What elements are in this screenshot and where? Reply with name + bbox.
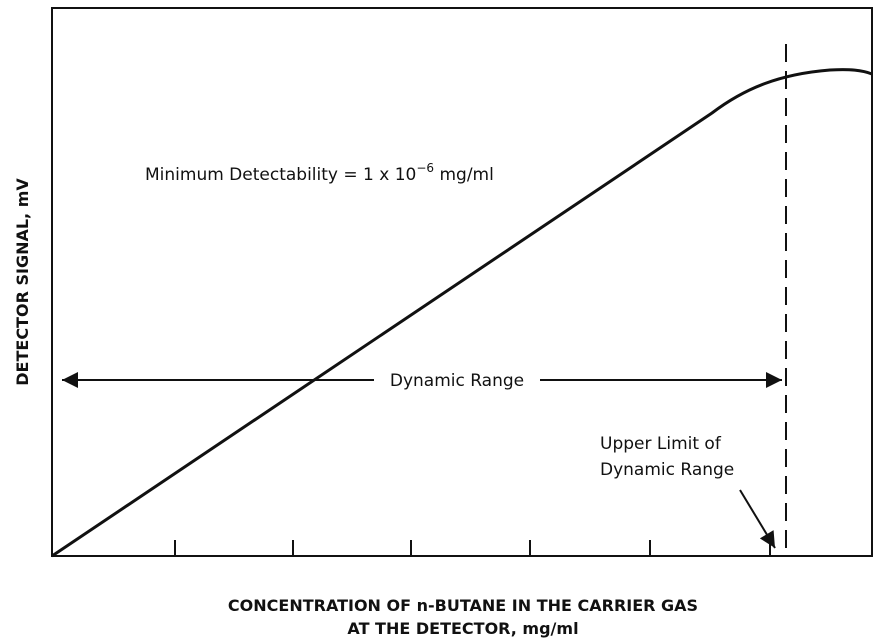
upper-limit-arrow xyxy=(739,489,776,549)
detectability-label: Minimum Detectability = 1 x 10−6 mg/ml xyxy=(145,161,494,185)
x-axis-label: CONCENTRATION OF n-BUTANE IN THE CARRIER… xyxy=(228,596,698,615)
upper-limit-label: Upper Limit of xyxy=(600,434,722,454)
detectability-text: Minimum Detectability = 1 x 10 xyxy=(145,165,416,185)
detectability-exponent: −6 xyxy=(416,161,434,175)
y-axis-label: DETECTOR SIGNAL, mV xyxy=(13,178,32,386)
dynamic-range-label: Dynamic Range xyxy=(390,371,524,391)
response-curve xyxy=(51,68,873,558)
x-ticks xyxy=(174,540,771,556)
upper-limit-label: Dynamic Range xyxy=(600,460,734,480)
x-axis-label: AT THE DETECTOR, mg/ml xyxy=(347,619,578,638)
plot-frame xyxy=(51,7,873,557)
detectability-unit: mg/ml xyxy=(434,165,494,185)
